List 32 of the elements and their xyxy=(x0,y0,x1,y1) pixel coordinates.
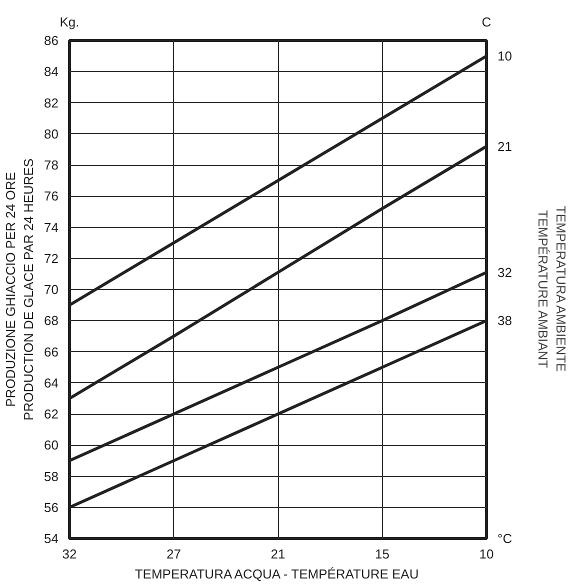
x-axis-title: TEMPERATURA ACQUA - TEMPÉRATURE EAU xyxy=(134,566,419,582)
y-tick-label: 56 xyxy=(44,500,59,515)
text: Kg. xyxy=(60,14,80,30)
y-tick-label: 64 xyxy=(44,375,59,390)
y-tick-label: 86 xyxy=(44,33,59,48)
y-tick-label: 80 xyxy=(44,126,59,142)
y-tick-label: 78 xyxy=(44,158,59,172)
x-tick-label: 15 xyxy=(375,546,390,562)
y-tick-label: 62 xyxy=(44,406,59,422)
y-tick-label: 76 xyxy=(44,188,59,204)
y-tick-label: 68 xyxy=(44,313,59,328)
x-tick-label: 10 xyxy=(479,546,494,562)
y2-axis-title: TEMPERATURA AMBIENTE TEMPÉRATURE AMBIANT xyxy=(536,206,568,372)
y-tick-label: 82 xyxy=(44,95,59,110)
y-tick-label: 60 xyxy=(44,438,59,453)
y-tick-label: 84 xyxy=(44,64,59,80)
x-tick-label: 21 xyxy=(270,546,286,562)
y-tick-label: 54 xyxy=(44,531,59,546)
legend-title: C xyxy=(482,14,492,30)
y-tick-label: 70 xyxy=(44,282,59,297)
series-label: 32 xyxy=(498,264,512,280)
x-tick-label: 27 xyxy=(166,546,181,562)
x-tick-label: 32 xyxy=(62,546,77,562)
y-tick-label: 58 xyxy=(44,468,59,484)
text: °C xyxy=(498,531,512,546)
y-tick-label: 66 xyxy=(44,344,59,360)
series-label: 10 xyxy=(498,48,512,64)
y-axis-title: PRODUZIONE GHIACCIO PER 24 ORE PRODUCTION DE GLACE PAR 24 HEURES xyxy=(3,158,36,420)
series-label: 38 xyxy=(498,313,512,328)
y-tick-label: 74 xyxy=(44,220,59,235)
y-tick-label: 72 xyxy=(44,250,59,266)
series-label: 21 xyxy=(498,138,512,154)
